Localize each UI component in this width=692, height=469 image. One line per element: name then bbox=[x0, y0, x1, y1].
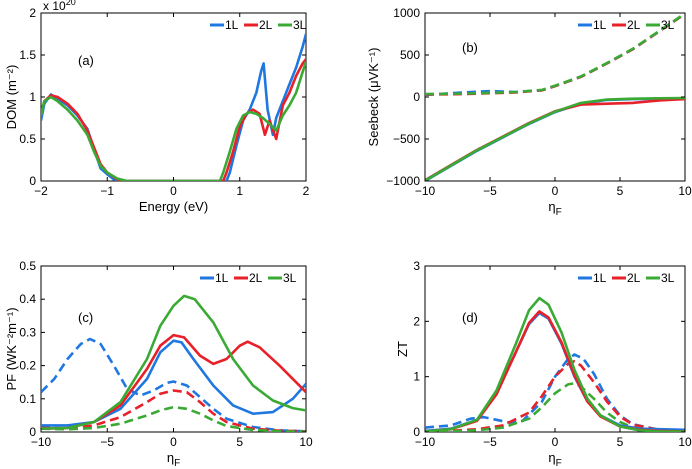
x-tick-label: −10 bbox=[415, 184, 436, 198]
series-line-3L-dashed bbox=[425, 382, 685, 432]
x-tick-label: 2 bbox=[303, 184, 310, 198]
legend-label-3L: 3L bbox=[661, 271, 675, 285]
x-tick-label: 1 bbox=[236, 184, 243, 198]
legend-label-1L: 1L bbox=[593, 271, 607, 285]
legend-label-2L: 2L bbox=[627, 271, 641, 285]
y-tick-label: 2 bbox=[413, 314, 420, 328]
y-tick-label: 0.5 bbox=[19, 132, 36, 146]
series-line-2L-solid bbox=[41, 58, 306, 181]
y-axis-label: Seebeck (μVK⁻¹) bbox=[366, 48, 381, 147]
x-tick-label: −5 bbox=[483, 184, 497, 198]
axis-multiplier: x 1020 bbox=[43, 0, 76, 13]
x-axis-label: Energy (eV) bbox=[139, 199, 208, 214]
x-tick-label: −10 bbox=[31, 435, 52, 449]
series-line-3L-dashed bbox=[41, 405, 306, 432]
panel-d: −10 −5 0 5 10 0 1 2 3 ηF ZT (d) 1L 2L 3L bbox=[395, 259, 692, 469]
x-tick-label: −5 bbox=[483, 435, 497, 449]
plot-frame bbox=[424, 265, 686, 433]
panel-label: (d) bbox=[462, 310, 478, 325]
y-tick-label: 0.5 bbox=[19, 259, 36, 273]
y-tick-label: 1 bbox=[29, 90, 36, 104]
series-line-3L-solid bbox=[425, 96, 685, 181]
legend-label-3L: 3L bbox=[283, 271, 297, 285]
series-line-3L-solid bbox=[41, 294, 306, 430]
x-tick-label: −10 bbox=[415, 435, 436, 449]
legend-label-2L: 2L bbox=[249, 271, 263, 285]
y-tick-label: 0 bbox=[413, 425, 420, 439]
x-tick-label: 0 bbox=[552, 184, 559, 198]
y-tick-label: −500 bbox=[393, 132, 420, 146]
y-tick-label: 0.4 bbox=[19, 292, 36, 306]
x-axis-label: ηF bbox=[167, 450, 180, 469]
legend-label-1L: 1L bbox=[225, 18, 239, 32]
x-tick-label: 5 bbox=[617, 184, 624, 198]
series-line-1L-dashed bbox=[425, 353, 685, 432]
legend-label-1L: 1L bbox=[215, 271, 229, 285]
series-group bbox=[41, 33, 306, 181]
legend-label-2L: 2L bbox=[627, 18, 641, 32]
panel-label: (b) bbox=[462, 40, 478, 55]
y-tick-label: 1 bbox=[413, 370, 420, 384]
y-tick-label: 0.2 bbox=[19, 359, 36, 373]
x-tick-label: −2 bbox=[34, 184, 48, 198]
y-axis-label: ZT bbox=[395, 341, 410, 357]
y-tick-label: 0 bbox=[29, 425, 36, 439]
x-tick-label: 0 bbox=[170, 435, 177, 449]
x-axis-label: ηF bbox=[548, 450, 561, 469]
plot-frame bbox=[424, 12, 686, 182]
series-group bbox=[41, 294, 306, 432]
legend: 1L 2L 3L bbox=[578, 18, 675, 32]
legend-label-1L: 1L bbox=[593, 18, 607, 32]
y-tick-label: 0 bbox=[29, 174, 36, 188]
x-tick-label: 0 bbox=[170, 184, 177, 198]
plot-frame bbox=[40, 265, 307, 433]
panel-label: (c) bbox=[78, 310, 93, 325]
y-tick-label: 1.5 bbox=[19, 48, 36, 62]
y-tick-label: 500 bbox=[400, 48, 420, 62]
y-axis-label: DOM (m⁻²) bbox=[4, 65, 19, 130]
y-tick-label: 3 bbox=[413, 259, 420, 273]
y-tick-label: 0 bbox=[413, 90, 420, 104]
x-tick-label: 10 bbox=[299, 435, 313, 449]
series-group bbox=[425, 13, 685, 181]
x-tick-label: −5 bbox=[100, 435, 114, 449]
x-tick-label: 5 bbox=[617, 435, 624, 449]
panel-label: (a) bbox=[78, 53, 94, 68]
series-group bbox=[425, 296, 685, 432]
series-line-3L-dashed bbox=[425, 13, 685, 96]
series-line-2L-dashed bbox=[425, 359, 685, 432]
series-line-2L-dashed bbox=[41, 389, 306, 432]
panel-c: −10 −5 0 5 10 0 0.1 0.2 0.3 0.4 0.5 ηF PF (WK⁻²m⁻¹) (… bbox=[4, 259, 313, 469]
x-tick-label: 10 bbox=[678, 184, 692, 198]
y-tick-label: 0.1 bbox=[19, 392, 36, 406]
x-tick-label: 5 bbox=[236, 435, 243, 449]
x-tick-label: −1 bbox=[100, 184, 114, 198]
series-line-2L-solid bbox=[41, 333, 306, 430]
legend: 1L 2L 3L bbox=[200, 271, 297, 285]
panel-a: −2 −1 0 1 2 0 0.5 1 1.5 2 Energy (eV) DOM (m⁻²) (a) x… bbox=[4, 0, 310, 214]
series-line-3L-solid bbox=[41, 61, 306, 181]
y-axis-label: PF (WK⁻²m⁻¹) bbox=[4, 307, 19, 390]
legend-label-2L: 2L bbox=[259, 18, 273, 32]
series-line-1L-dashed bbox=[41, 337, 306, 432]
x-tick-label: 10 bbox=[678, 435, 692, 449]
legend-label-3L: 3L bbox=[293, 18, 307, 32]
legend-label-3L: 3L bbox=[661, 18, 675, 32]
y-tick-label: 1000 bbox=[393, 6, 420, 20]
x-tick-label: 0 bbox=[552, 435, 559, 449]
x-axis-label: ηF bbox=[548, 199, 561, 218]
y-tick-label: −1000 bbox=[386, 174, 420, 188]
legend: 1L 2L 3L bbox=[578, 271, 675, 285]
legend: 1L 2L 3L bbox=[210, 18, 307, 32]
series-line-2L-solid bbox=[425, 310, 685, 432]
series-line-3L-solid bbox=[425, 296, 685, 432]
y-tick-label: 0.3 bbox=[19, 325, 36, 339]
panel-b: −10 −5 0 5 10 −1000 −500 0 500 1000 ηF Seebeck (μVK… bbox=[366, 6, 692, 218]
y-tick-label: 2 bbox=[29, 6, 36, 20]
